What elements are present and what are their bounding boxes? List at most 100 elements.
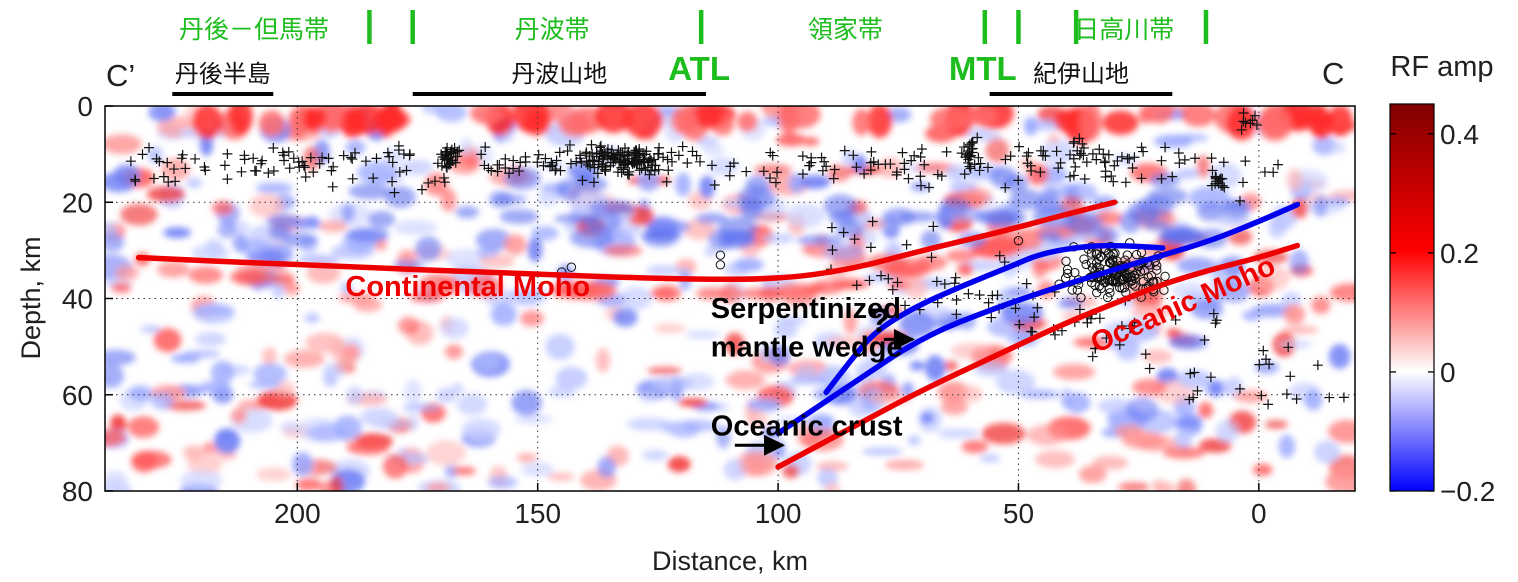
earthquake-cross-marker xyxy=(772,167,783,178)
rf-amplitude-patch xyxy=(1215,419,1240,443)
question-mark-label: ? xyxy=(869,302,890,340)
earthquake-cross-marker xyxy=(442,162,453,173)
rf-amplitude-patch xyxy=(982,208,1027,228)
rf-amplitude-patch xyxy=(796,234,843,246)
earthquake-cross-marker xyxy=(1338,392,1349,403)
earthquake-cross-marker xyxy=(1263,399,1274,410)
rf-amplitude-patch xyxy=(1278,434,1296,459)
earthquake-cross-marker xyxy=(430,176,441,187)
rf-amplitude-patch xyxy=(882,207,916,227)
earthquake-cross-marker xyxy=(741,166,752,177)
earthquake-cross-marker xyxy=(709,179,720,190)
earthquake-circle-marker xyxy=(1081,259,1091,270)
fault-label: MTL xyxy=(949,50,1017,87)
rf-amplitude-patch xyxy=(346,440,390,456)
rf-amplitude-patch xyxy=(1330,141,1346,154)
earthquake-cross-marker xyxy=(547,160,558,171)
mantle-wedge-label: mantle wedge xyxy=(711,331,903,363)
rf-amplitude-patch xyxy=(1168,334,1208,350)
earthquake-cross-marker xyxy=(1068,138,1079,149)
rf-amplitude-patch xyxy=(192,106,223,139)
rf-amplitude-patch xyxy=(210,360,235,385)
rf-amplitude-patch xyxy=(799,174,831,190)
earthquake-cross-marker xyxy=(544,161,555,172)
earthquake-cross-marker xyxy=(1068,153,1079,164)
rf-amplitude-patch xyxy=(163,226,192,239)
earthquake-cross-marker xyxy=(1238,116,1249,127)
rf-amplitude-patch xyxy=(737,111,758,132)
earthquake-cross-marker xyxy=(666,147,677,158)
rf-amplitude-patch xyxy=(384,186,416,208)
rf-amplitude-patch xyxy=(1153,134,1193,149)
earthquake-cross-marker xyxy=(633,150,644,161)
earthquake-cross-marker xyxy=(622,169,633,180)
rf-amplitude-patch xyxy=(1281,325,1319,335)
colorbar-tick-label: −0.2 xyxy=(1440,476,1495,507)
rf-amplitude-patch xyxy=(284,349,326,368)
rf-amplitude-patch xyxy=(1160,226,1205,246)
rf-amplitude-patch xyxy=(187,454,223,475)
earthquake-cross-marker xyxy=(804,160,815,171)
earthquake-cross-marker xyxy=(1218,157,1229,168)
rf-amplitude-patch xyxy=(703,245,717,258)
rf-amplitude-patch xyxy=(843,308,858,335)
serpentinized-label: Serpentinized xyxy=(711,293,901,325)
earthquake-cross-marker xyxy=(1087,148,1098,159)
rf-amplitude-patch xyxy=(1312,136,1337,156)
rf-amplitude-patch xyxy=(1034,450,1076,469)
earthquake-cross-marker xyxy=(638,154,649,165)
rf-amplitude-patch xyxy=(470,106,502,125)
serpentinized-mantle-wedge-line xyxy=(823,242,1166,396)
earthquake-circle-marker xyxy=(1127,275,1137,285)
rf-amplitude-patch xyxy=(1162,446,1206,459)
earthquake-cross-marker xyxy=(248,153,259,164)
earthquake-cross-marker xyxy=(533,149,544,160)
earthquake-cross-marker xyxy=(440,147,451,158)
geologic-belt-label: 日高川帯 xyxy=(1074,16,1174,44)
earthquake-cross-marker xyxy=(550,165,561,176)
continental-moho-label: Continental Moho xyxy=(345,271,590,303)
earthquake-cross-marker xyxy=(892,277,903,288)
earthquake-cross-marker xyxy=(826,222,837,233)
earthquake-cross-marker xyxy=(1053,163,1064,174)
earthquake-cross-marker xyxy=(1081,157,1092,168)
earthquake-cross-marker xyxy=(199,161,210,172)
rf-amplitude-patch xyxy=(693,106,724,129)
earthquake-cross-marker xyxy=(163,177,174,188)
rf-amplitude-patch xyxy=(701,144,725,156)
rf-amplitude-patch xyxy=(269,272,295,286)
earthquake-cross-marker xyxy=(1069,136,1080,147)
rf-amplitude-patch xyxy=(1063,392,1091,414)
rf-amplitude-patch xyxy=(1037,230,1061,243)
earthquake-cross-marker xyxy=(1091,154,1102,165)
rf-amplitude-patch xyxy=(957,263,974,276)
earthquake-cross-marker xyxy=(965,151,976,162)
rf-amplitude-patch xyxy=(346,227,390,243)
rf-amplitude-patch xyxy=(537,189,560,207)
rf-amplitude-patch xyxy=(1018,389,1060,399)
earthquake-cross-marker xyxy=(1174,158,1185,169)
rf-amplitude-patch xyxy=(1257,106,1293,142)
rf-amplitude-patch xyxy=(612,308,638,327)
earthquake-cross-marker xyxy=(566,158,577,169)
region-label: 紀伊山地 xyxy=(1033,61,1129,88)
rf-amplitude-patch xyxy=(425,440,467,467)
earthquake-cross-marker xyxy=(219,160,230,171)
earthquake-cross-marker xyxy=(1040,151,1051,162)
rf-amplitude-patch xyxy=(950,343,992,359)
earthquake-cross-marker xyxy=(1190,153,1201,164)
earthquake-cross-marker xyxy=(897,147,908,158)
earthquake-cross-marker xyxy=(540,153,551,164)
rf-amplitude-patch xyxy=(1143,219,1171,232)
earthquake-circle-marker xyxy=(1092,287,1102,298)
rf-amplitude-patch xyxy=(653,323,687,334)
rf-amplitude-patch xyxy=(1190,299,1224,320)
rf-amplitude-patch xyxy=(1023,116,1038,136)
rf-amplitude-patch xyxy=(1328,343,1351,369)
rf-amplitude-patch xyxy=(603,244,643,257)
earthquake-cross-marker xyxy=(975,158,986,169)
rf-amplitude-patch xyxy=(236,239,270,256)
earthquake-cross-marker xyxy=(1273,159,1284,170)
rf-amplitude-patch xyxy=(835,221,865,239)
earthquake-cross-marker xyxy=(1106,171,1117,182)
